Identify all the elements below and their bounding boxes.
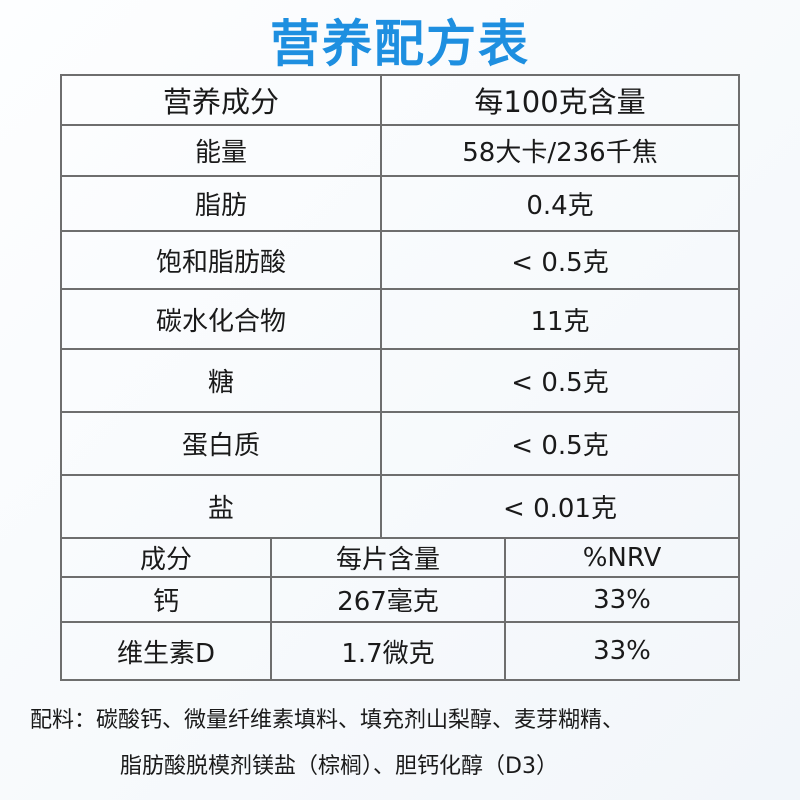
title: 营养配方表 [270, 15, 530, 73]
table-row: 盐 < 0.01克 [60, 474, 740, 539]
table-cell: 58大卡/236千焦 [380, 124, 740, 177]
table-header: 营养成分 每100克含量 [60, 74, 740, 126]
table-cell: 33% [504, 621, 740, 681]
ingredients: 配料：碳酸钙、微量纤维素填料、填充剂山梨醇、麦芽糊精、 脂肪酸脱模剂镁盐（棕榈）… [30, 698, 624, 790]
table-cell: 钙 [60, 576, 272, 623]
table-cell: 1.7微克 [270, 621, 506, 681]
table-cell: 每100克含量 [380, 74, 740, 126]
table-row: 饱和脂肪酸 < 0.5克 [60, 230, 740, 290]
table-cell: < 0.5克 [380, 230, 740, 290]
table-row: 钙 267毫克 33% [60, 576, 740, 623]
ingredients-text: 脂肪酸脱模剂镁盐（棕榈）、胆钙化醇（D3） [120, 754, 558, 779]
table-cell: 成分 [60, 537, 272, 578]
table-cell: 0.4克 [380, 175, 740, 232]
table-cell: 能量 [60, 124, 382, 177]
table-row: 维生素D 1.7微克 33% [60, 621, 740, 681]
table-cell: %NRV [504, 537, 740, 578]
ingredients-label: 配料： [30, 708, 97, 733]
table-cell: 33% [504, 576, 740, 623]
table-cell: 碳水化合物 [60, 288, 382, 350]
table-row: 能量 58大卡/236千焦 [60, 124, 740, 177]
table-cell: 饱和脂肪酸 [60, 230, 382, 290]
table-cell: 蛋白质 [60, 411, 382, 476]
table-cell: 脂肪 [60, 175, 382, 232]
table-cell: < 0.5克 [380, 411, 740, 476]
table-cell: < 0.5克 [380, 348, 740, 413]
table-cell: 糖 [60, 348, 382, 413]
nutrition-table: 营养成分 每100克含量 能量 58大卡/236千焦 脂肪 0.4克 饱和脂肪酸 < 0.5克… [60, 74, 740, 539]
table-row: 蛋白质 < 0.5克 [60, 411, 740, 476]
ingredients-text: 碳酸钙、微量纤维素填料、填充剂山梨醇、麦芽糊精、 [96, 708, 625, 733]
ingredients-line: 配料：碳酸钙、微量纤维素填料、填充剂山梨醇、麦芽糊精、 [30, 698, 624, 744]
table-cell: 营养成分 [60, 74, 382, 126]
table-cell: < 0.01克 [380, 474, 740, 539]
table-cell: 11克 [380, 288, 740, 350]
table-cell: 维生素D [60, 621, 272, 681]
table-cell: 每片含量 [270, 537, 506, 578]
table-cell: 盐 [60, 474, 382, 539]
mineral-table: 成分 每片含量 %NRV 钙 267毫克 33% 维生素D 1.7微克 33% [60, 537, 740, 681]
table-cell: 267毫克 [270, 576, 506, 623]
table-row: 脂肪 0.4克 [60, 175, 740, 232]
table-header: 成分 每片含量 %NRV [60, 537, 740, 578]
table-row: 碳水化合物 11克 [60, 288, 740, 350]
table-row: 糖 < 0.5克 [60, 348, 740, 413]
ingredients-line: 脂肪酸脱模剂镁盐（棕榈）、胆钙化醇（D3） [30, 744, 624, 790]
